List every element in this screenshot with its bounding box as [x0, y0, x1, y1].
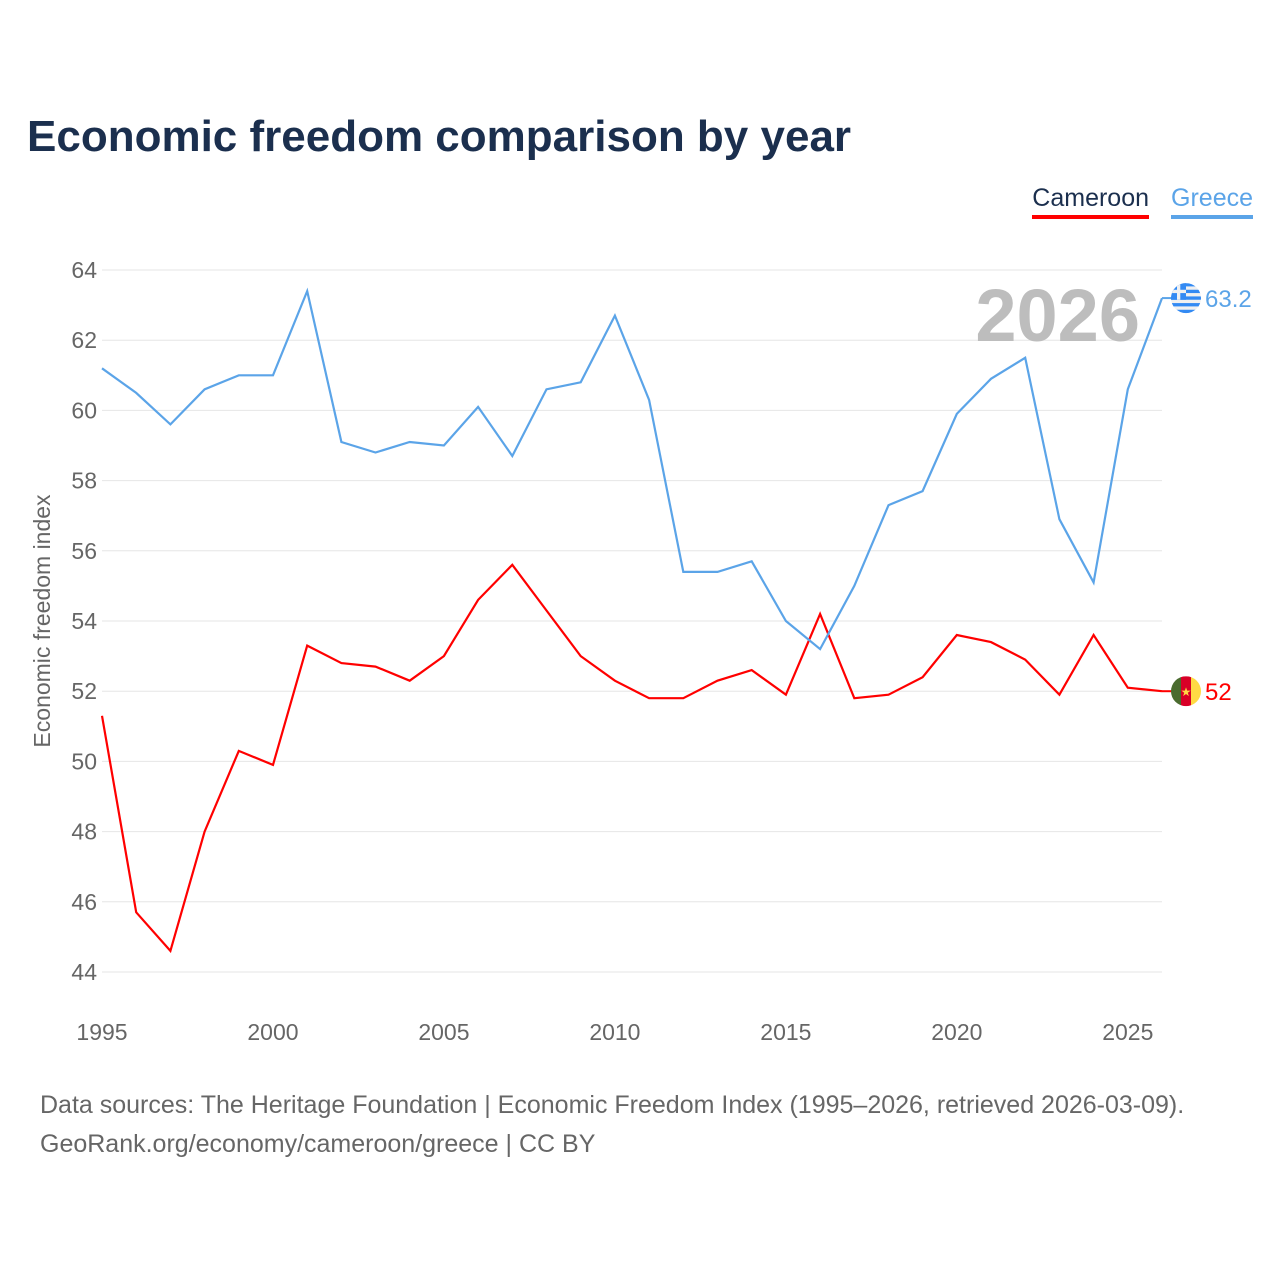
y-tick-label: 60 — [71, 397, 97, 423]
greece-flag-icon — [1171, 283, 1201, 314]
cameroon-flag-icon: ★ — [1171, 676, 1201, 707]
y-tick-label: 46 — [71, 889, 97, 915]
x-tick-label: 2010 — [589, 1019, 640, 1045]
y-tick-label: 56 — [71, 538, 97, 564]
y-tick-label: 64 — [71, 257, 97, 283]
series-line-greece — [101, 287, 1164, 651]
x-tick-label: 2020 — [931, 1019, 982, 1045]
y-tick-label: 44 — [71, 959, 97, 985]
y-tick-label: 50 — [71, 748, 97, 774]
y-tick-label: 62 — [71, 327, 97, 353]
data-sources: Data sources: The Heritage Foundation | … — [40, 1091, 1185, 1119]
legend: Cameroon Greece — [1032, 184, 1253, 219]
chart-title: Economic freedom comparison by year — [27, 112, 852, 161]
y-tick-label: 58 — [71, 468, 97, 494]
end-value-label-greece: 63.2 — [1205, 286, 1252, 313]
year-watermark: 2026 — [975, 274, 1140, 357]
legend-cameroon[interactable]: Cameroon — [1032, 184, 1150, 219]
x-tick-label: 1995 — [76, 1019, 127, 1045]
x-tick-label: 2000 — [247, 1019, 298, 1045]
legend-greece[interactable]: Greece — [1171, 184, 1253, 219]
x-tick-label: 2015 — [760, 1019, 811, 1045]
y-tick-label: 52 — [71, 678, 97, 704]
svg-text:★: ★ — [1181, 685, 1192, 699]
end-value-label-cameroon: 52 — [1205, 679, 1232, 706]
series-line-cameroon — [100, 563, 1163, 954]
y-tick-label: 54 — [71, 608, 97, 634]
x-tick-label: 2005 — [418, 1019, 469, 1045]
y-axis-label: Economic freedom index — [29, 494, 55, 748]
footer: Data sources: The Heritage Foundation | … — [40, 1086, 1184, 1164]
x-tick-label: 2025 — [1102, 1019, 1153, 1045]
source-link[interactable]: GeoRank.org/economy/cameroon/greece | CC… — [40, 1130, 596, 1158]
y-tick-label: 48 — [71, 819, 97, 845]
